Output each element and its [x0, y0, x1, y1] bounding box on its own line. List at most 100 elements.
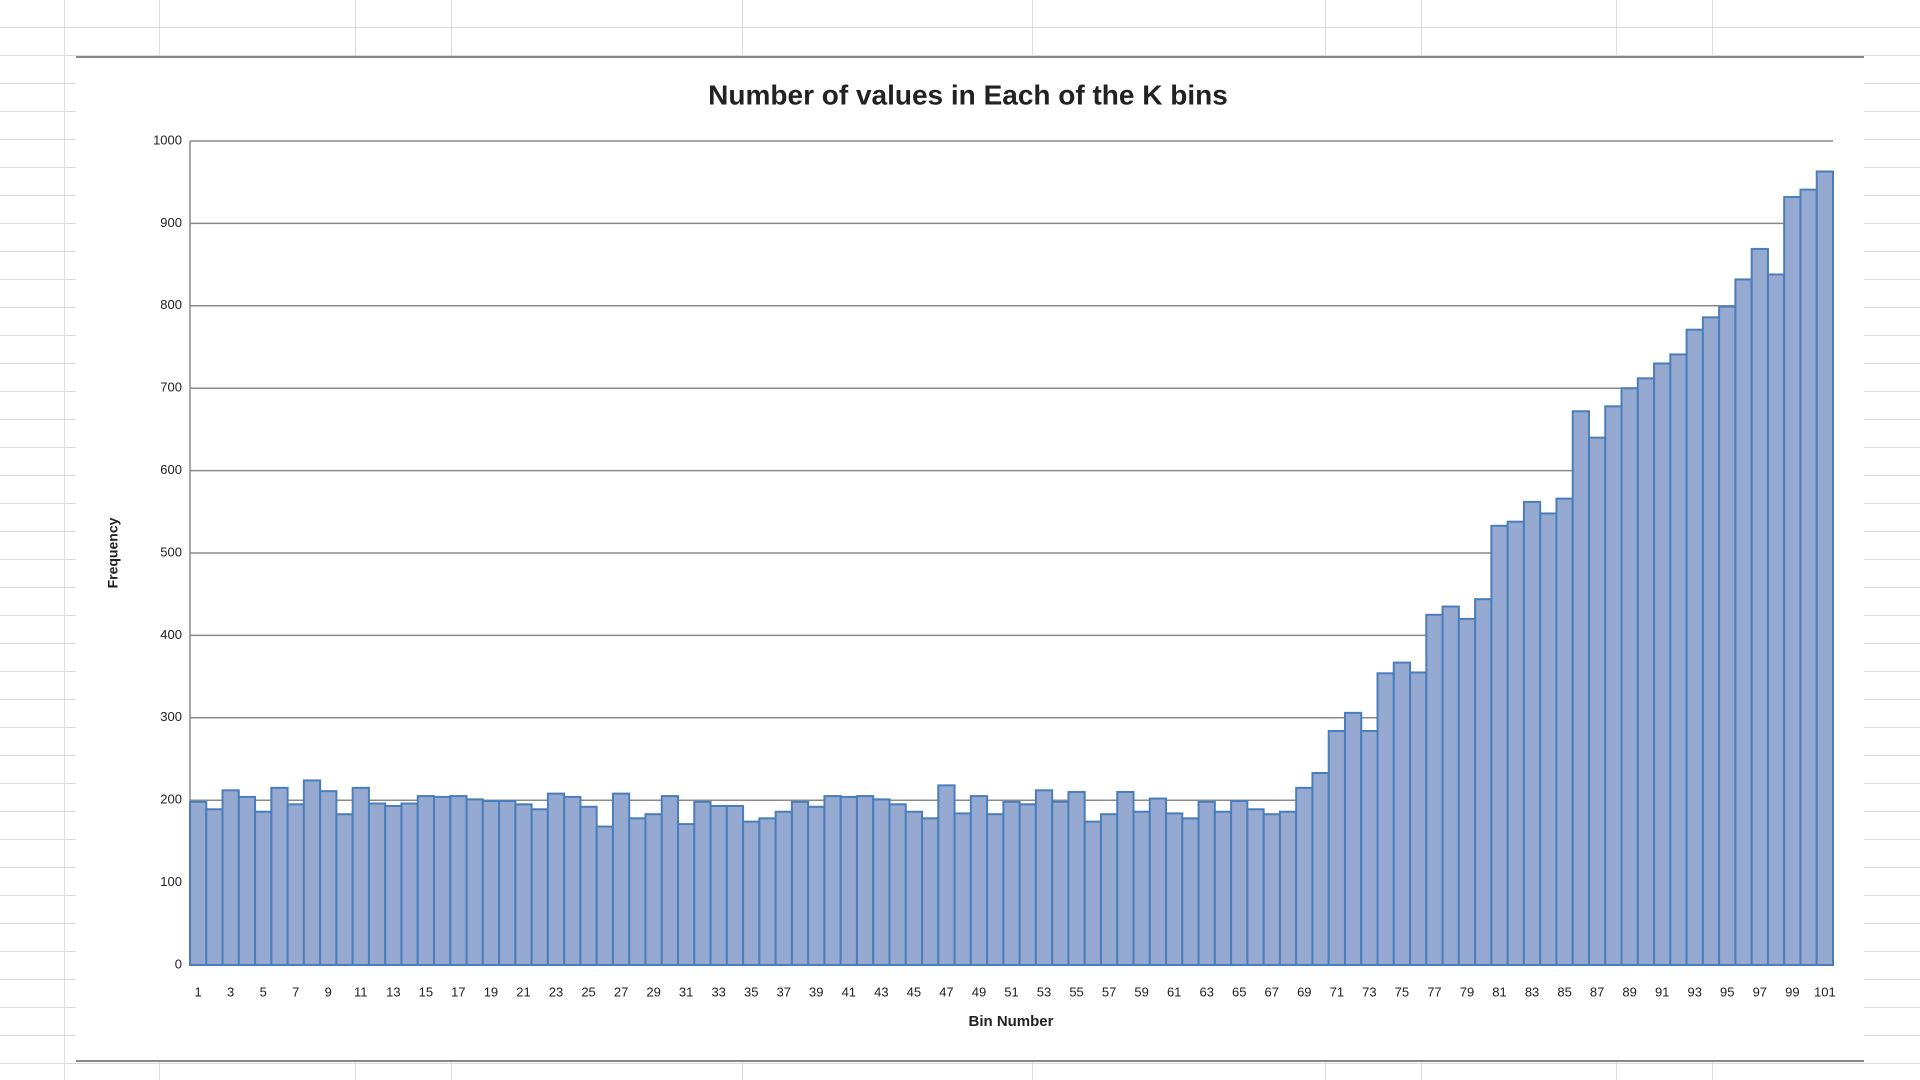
bar — [839, 795, 858, 966]
y-tick-label: 100 — [160, 874, 182, 889]
x-tick-label: 83 — [1525, 984, 1539, 999]
bar — [563, 795, 582, 966]
bar — [1555, 497, 1574, 966]
bar — [725, 804, 745, 967]
bar — [1376, 672, 1395, 967]
bar — [1718, 305, 1737, 966]
bar — [1360, 729, 1379, 967]
bar — [1116, 790, 1135, 967]
bar — [1783, 196, 1802, 967]
bar — [1571, 410, 1590, 967]
x-tick-label: 43 — [874, 984, 888, 999]
x-tick-label: 13 — [386, 984, 400, 999]
bar — [888, 803, 907, 966]
bar — [384, 804, 403, 967]
bar — [1213, 810, 1233, 967]
x-tick-label: 15 — [419, 984, 433, 999]
bar — [1002, 800, 1021, 967]
x-tick-label: 59 — [1134, 984, 1148, 999]
bar — [433, 795, 452, 966]
x-tick-label: 41 — [842, 984, 856, 999]
x-tick-label: 47 — [939, 984, 953, 999]
x-tick-label: 55 — [1069, 984, 1083, 999]
x-tick-label: 67 — [1265, 984, 1279, 999]
bar — [1522, 500, 1542, 966]
bar — [1620, 387, 1639, 966]
bar — [595, 825, 614, 966]
x-tick-label: 49 — [972, 984, 986, 999]
bar — [1457, 617, 1477, 966]
bar — [709, 804, 728, 967]
bar — [1506, 520, 1525, 966]
bar — [872, 798, 891, 966]
y-tick-label: 1000 — [153, 132, 182, 147]
x-tick-label: 85 — [1557, 984, 1571, 999]
bar — [921, 817, 940, 966]
bar — [937, 784, 956, 966]
bar — [367, 802, 387, 966]
bar — [481, 800, 501, 966]
x-tick-label: 7 — [292, 984, 299, 999]
bar — [498, 800, 517, 966]
x-tick-label: 99 — [1785, 984, 1799, 999]
bar — [579, 805, 598, 966]
x-tick-label: 21 — [516, 984, 530, 999]
bar — [1409, 671, 1428, 966]
bar — [530, 808, 549, 966]
bar — [774, 810, 793, 967]
bar — [400, 802, 419, 966]
bar — [1425, 613, 1444, 966]
y-tick-label: 800 — [160, 297, 182, 312]
bar — [953, 812, 972, 966]
bar — [611, 792, 631, 966]
x-tick-label: 57 — [1102, 984, 1116, 999]
bar — [1018, 803, 1037, 966]
x-tick-label: 27 — [614, 984, 628, 999]
bar — [742, 820, 761, 967]
x-tick-label: 95 — [1720, 984, 1734, 999]
x-tick-label: 63 — [1199, 984, 1213, 999]
x-tick-label: 11 — [354, 984, 368, 999]
x-tick-label: 97 — [1753, 984, 1767, 999]
bar — [335, 813, 354, 967]
bar — [790, 800, 810, 967]
bar — [904, 810, 924, 967]
bar — [1034, 789, 1054, 967]
bar — [286, 803, 305, 966]
bar — [1441, 605, 1460, 966]
x-tick-label: 93 — [1687, 984, 1701, 999]
bar — [1246, 808, 1265, 966]
bar — [1669, 353, 1688, 966]
x-tick-label: 75 — [1395, 984, 1409, 999]
x-tick-label: 79 — [1460, 984, 1474, 999]
bar — [644, 813, 663, 967]
bar — [1734, 278, 1753, 966]
x-tick-label: 23 — [549, 984, 563, 999]
x-tick-label: 25 — [581, 984, 595, 999]
bar — [221, 789, 240, 967]
bar — [449, 795, 468, 967]
x-tick-label: 69 — [1297, 984, 1311, 999]
y-tick-label: 600 — [160, 462, 182, 477]
x-tick-label: 35 — [744, 984, 758, 999]
bar — [1474, 598, 1493, 966]
bar — [1327, 729, 1346, 967]
x-tick-label: 17 — [451, 984, 465, 999]
bar — [1197, 800, 1216, 967]
x-axis-label: Bin Number — [968, 1013, 1053, 1030]
bar — [1766, 273, 1786, 967]
x-tick-label: 19 — [484, 984, 498, 999]
bar — [1230, 800, 1249, 966]
bar — [986, 813, 1005, 967]
x-tick-label: 45 — [907, 984, 921, 999]
bar — [465, 798, 484, 966]
bar — [1295, 786, 1314, 967]
bar — [1311, 772, 1330, 966]
x-tick-label: 39 — [809, 984, 823, 999]
bar — [1132, 810, 1151, 967]
bar — [1539, 512, 1558, 966]
bar — [823, 795, 842, 967]
bar — [1051, 800, 1070, 967]
